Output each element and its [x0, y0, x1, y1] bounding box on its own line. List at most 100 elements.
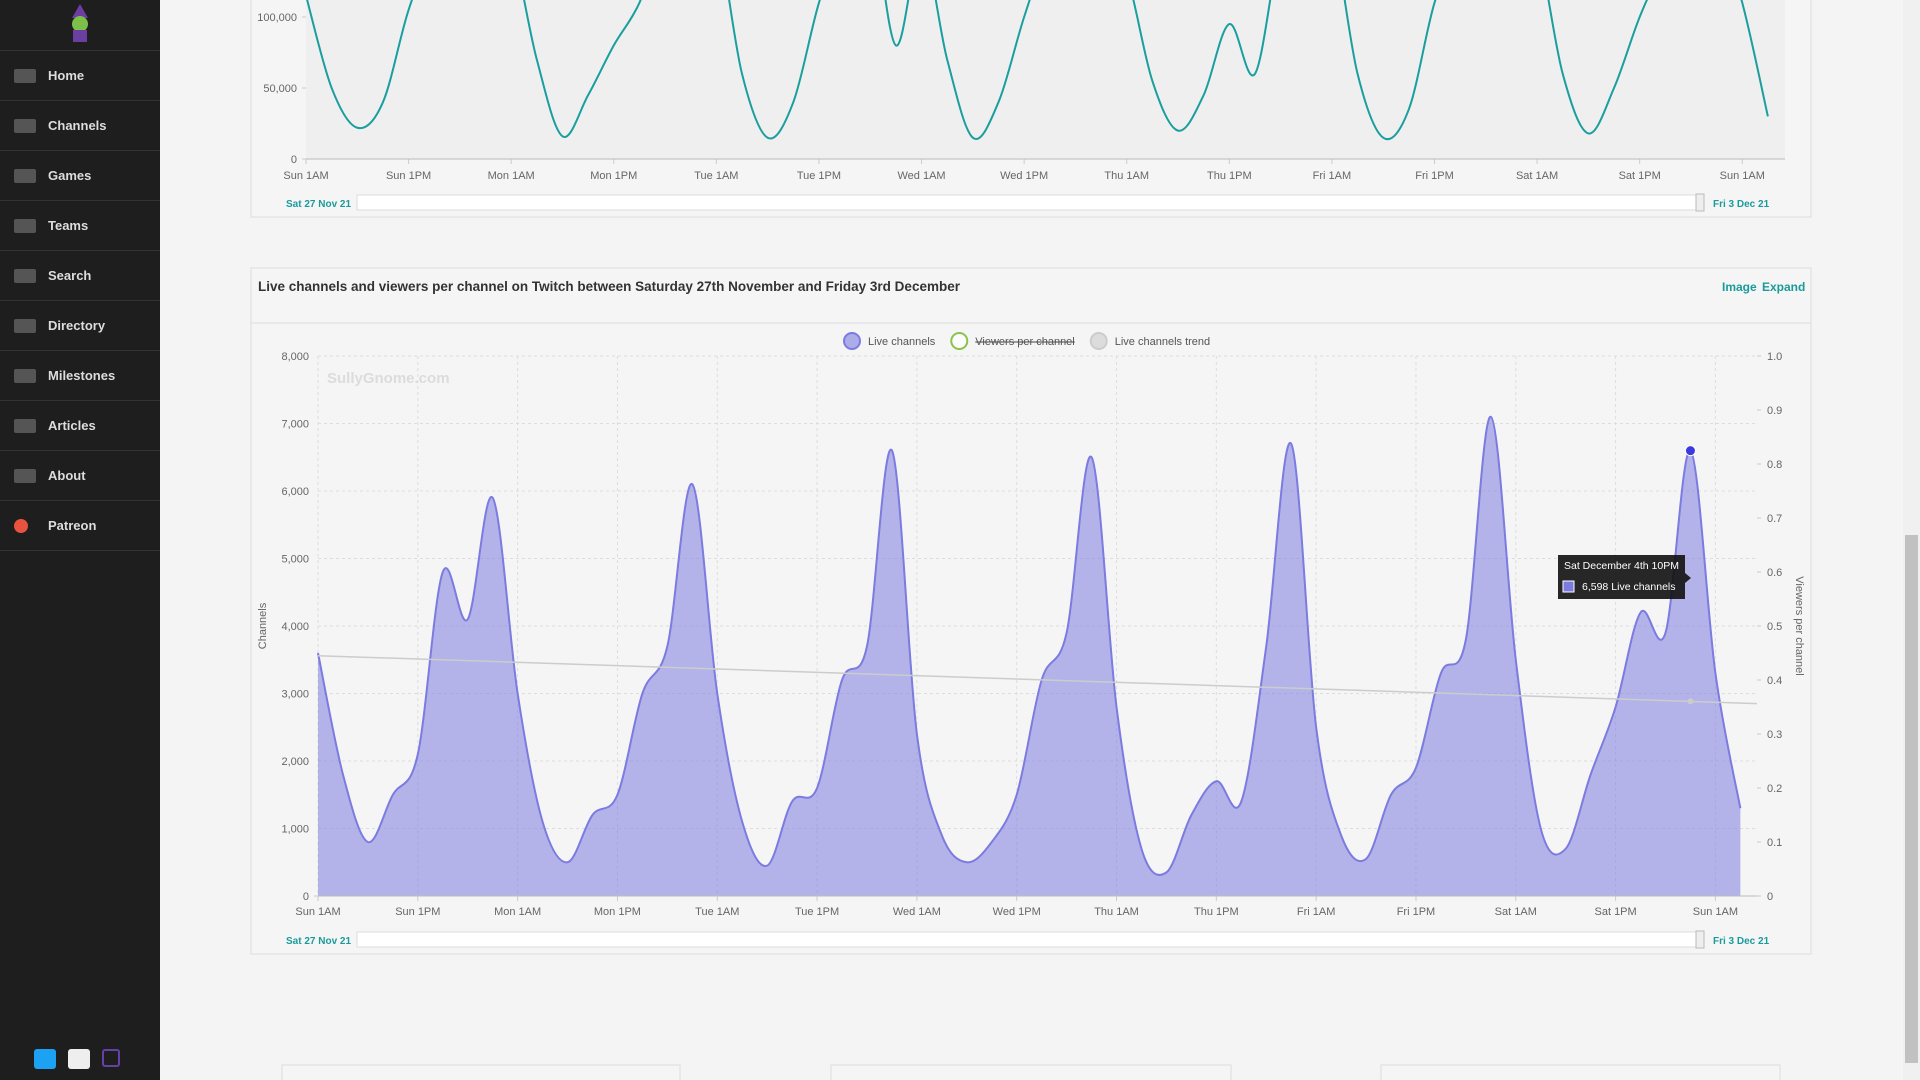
nav-icon — [14, 368, 36, 383]
link[interactable] — [68, 1049, 90, 1069]
legend-item[interactable]: Viewers per channel — [950, 332, 1075, 350]
x-tick-label: Sun 1PM — [386, 170, 431, 182]
navigator-bar — [356, 194, 1697, 211]
y-tick-label: 100,000 — [257, 12, 297, 24]
y-tick-label: 0 — [303, 891, 309, 903]
nav-item[interactable]: Patreon — [0, 500, 160, 551]
y-tick-label: 1,000 — [281, 824, 309, 836]
y-tick-label: 2,000 — [281, 756, 309, 768]
x-tick-label: Mon 1PM — [590, 170, 637, 182]
legend-item[interactable]: Live channels — [843, 332, 936, 350]
navigator-end: Fri 3 Dec 21 — [1713, 199, 1770, 210]
nav-item[interactable]: About — [0, 450, 160, 500]
x-tick-label: Sat 1PM — [1619, 170, 1661, 182]
y2-tick-label: 0.5 — [1767, 621, 1782, 633]
nav-item[interactable]: Channels — [0, 100, 160, 150]
logo[interactable] — [66, 4, 94, 44]
y-tick-label: 0 — [291, 154, 297, 166]
x-tick-label: Wed 1AM — [897, 170, 945, 182]
x-tick-label: Sun 1PM — [395, 906, 440, 918]
nav-label: Channels — [48, 118, 107, 133]
y2-tick-label: 0 — [1767, 891, 1773, 903]
legend-label: Live channels trend — [1115, 336, 1210, 348]
navigator-bar — [356, 931, 1697, 948]
twitter-link[interactable] — [34, 1049, 56, 1069]
area-fill — [318, 416, 1741, 896]
navigator-end: Fri 3 Dec 21 — [1713, 936, 1770, 947]
x-tick-label: Sat 1PM — [1595, 906, 1637, 918]
x-tick-label: Tue 1PM — [795, 906, 839, 918]
x-tick-label: Wed 1PM — [993, 906, 1041, 918]
legend-label: Live channels — [868, 336, 936, 348]
nav-item[interactable]: Milestones — [0, 350, 160, 400]
x-tick-label: Thu 1PM — [1207, 170, 1252, 182]
nav-label: Patreon — [48, 518, 97, 533]
y2-tick-label: 1.0 — [1767, 351, 1782, 363]
x-tick-label: Sat 1AM — [1495, 906, 1537, 918]
expand-link[interactable]: Expand — [1762, 280, 1805, 294]
trend-hover — [1687, 698, 1694, 705]
content-card — [1380, 1064, 1781, 1080]
nav-label: Home — [48, 68, 85, 83]
navigator-handle[interactable] — [1695, 193, 1705, 212]
y2-tick-label: 0.1 — [1767, 837, 1782, 849]
hover-point — [1684, 445, 1696, 457]
nav-icon — [14, 118, 36, 133]
y2-tick-label: 0.8 — [1767, 459, 1782, 471]
scrollbar-thumb[interactable] — [1905, 535, 1918, 1063]
y2-tick-label: 0.4 — [1767, 675, 1782, 687]
x-tick-label: Fri 1AM — [1313, 170, 1352, 182]
navigator-start: Sat 27 Nov 21 — [286, 199, 351, 210]
nav-label: Games — [48, 168, 92, 183]
x-tick-label: Thu 1AM — [1094, 906, 1139, 918]
nav-item[interactable]: Directory — [0, 300, 160, 350]
y2-axis-title: Viewers per channel — [1793, 576, 1805, 675]
x-tick-label: Mon 1AM — [494, 906, 541, 918]
nav-label: Directory — [48, 318, 106, 333]
nav-item[interactable]: Search — [0, 250, 160, 300]
watermark: SullyGnome.com — [327, 370, 450, 387]
x-tick-label: Sat 1AM — [1516, 170, 1558, 182]
nav-item[interactable]: Games — [0, 150, 160, 200]
trend-line — [317, 654, 1758, 705]
y2-tick-label: 0.3 — [1767, 729, 1782, 741]
x-tick-label: Mon 1AM — [488, 170, 535, 182]
y-tick-label: 5,000 — [281, 554, 309, 566]
x-tick-label: Tue 1PM — [797, 170, 841, 182]
x-tick-label: Mon 1PM — [594, 906, 641, 918]
twitch-link[interactable] — [102, 1049, 120, 1067]
nav-item[interactable]: Home — [0, 50, 160, 100]
y2-tick-label: 0.6 — [1767, 567, 1782, 579]
x-tick-label: Fri 1PM — [1415, 170, 1454, 182]
navigator-start: Sat 27 Nov 21 — [286, 936, 351, 947]
nav-icon — [14, 318, 36, 333]
legend-marker — [843, 332, 861, 350]
line-series — [306, 0, 1769, 141]
area-line — [317, 415, 1742, 876]
legend-item[interactable]: Live channels trend — [1089, 332, 1210, 350]
x-tick-label: Sun 1AM — [295, 906, 340, 918]
image-link[interactable]: Image — [1722, 280, 1757, 294]
tooltip-title: Sat December 4th 10PM — [1564, 560, 1679, 572]
navigator-handle[interactable] — [1695, 930, 1705, 949]
tooltip-box — [1558, 555, 1691, 599]
y2-tick-label: 0.2 — [1767, 783, 1782, 795]
y2-tick-label: 0.7 — [1767, 513, 1782, 525]
legend-label: Viewers per channel — [975, 336, 1074, 348]
nav-label: Search — [48, 268, 92, 283]
nav-icon — [14, 168, 36, 183]
x-tick-label: Fri 1PM — [1397, 906, 1436, 918]
y-tick-label: 7,000 — [281, 419, 309, 431]
nav-item[interactable]: Articles — [0, 400, 160, 450]
y-tick-label: 4,000 — [281, 621, 309, 633]
content-card — [281, 1064, 681, 1080]
chart-title: Live channels and viewers per channel on… — [258, 279, 961, 294]
y2-tick-label: 0.9 — [1767, 405, 1782, 417]
plot-background — [306, 0, 1785, 159]
nav-icon — [14, 68, 36, 83]
nav-item[interactable]: Teams — [0, 200, 160, 250]
content-card — [830, 1064, 1232, 1080]
x-tick-label: Sun 1AM — [283, 170, 328, 182]
